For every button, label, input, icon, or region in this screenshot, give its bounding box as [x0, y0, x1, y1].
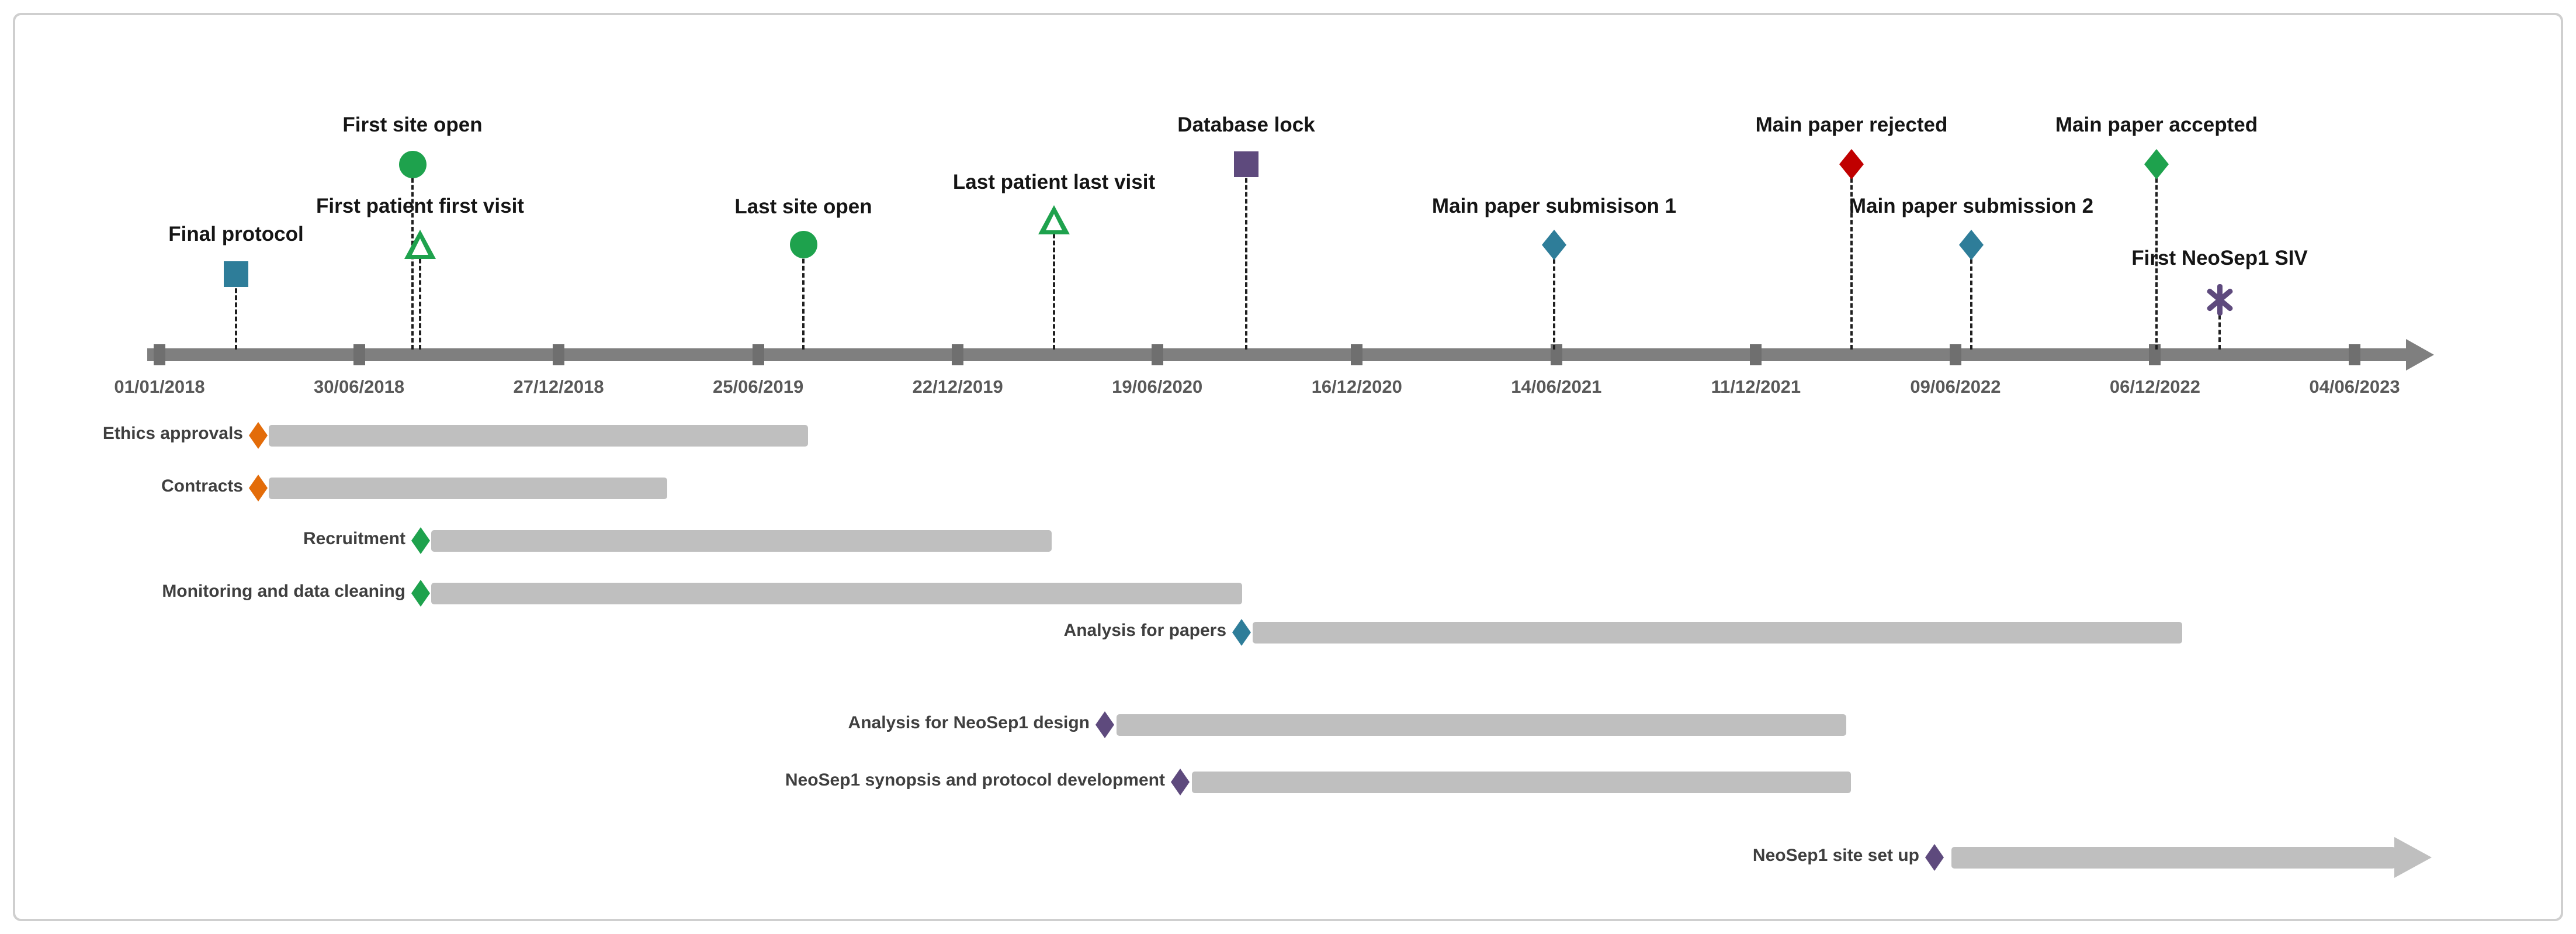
axis-tick-label: 04/06/2023 — [2309, 376, 2400, 397]
milestone-label: Database lock — [1177, 113, 1315, 136]
milestone-label: First patient first visit — [316, 195, 524, 217]
activity-bar — [269, 477, 667, 499]
activity-label: Monitoring and data cleaning — [162, 582, 405, 601]
axis-tick — [1949, 344, 1961, 365]
milestone-marker-square — [224, 261, 248, 287]
milestone-marker-circle — [789, 230, 817, 258]
milestone-marker-asterisk — [2203, 284, 2237, 316]
activity-label: Analysis for NeoSep1 design — [848, 713, 1090, 732]
axis-tick-label: 09/06/2022 — [1910, 376, 2001, 397]
axis-tick-label: 16/12/2020 — [1311, 376, 1402, 397]
activity-label: Recruitment — [303, 529, 405, 548]
milestone-stem — [1850, 164, 1853, 350]
activity-bar-arrow-icon — [2394, 837, 2432, 878]
milestone-marker-square — [1234, 151, 1258, 177]
activity-bar — [1192, 771, 1851, 793]
axis-tick-label: 01/01/2018 — [114, 376, 205, 397]
milestone-stem — [1553, 245, 1555, 350]
activity-bar — [269, 424, 808, 447]
activity-bar — [1951, 846, 2395, 869]
axis-tick — [2149, 344, 2161, 365]
milestone-stem — [2218, 300, 2221, 350]
milestone-label: Main paper rejected — [1755, 113, 1948, 136]
activity-bar — [431, 530, 1052, 552]
activity-label: NeoSep1 synopsis and protocol developmen… — [785, 770, 1165, 790]
milestone-label: Main paper accepted — [2055, 113, 2258, 136]
axis-tick — [952, 344, 964, 365]
axis-tick-label: 25/06/2019 — [713, 376, 804, 397]
axis-tick-label: 19/06/2020 — [1112, 376, 1203, 397]
activity-label: Ethics approvals — [102, 424, 243, 443]
axis-tick — [553, 344, 565, 365]
axis-tick-label: 14/06/2021 — [1511, 376, 1602, 397]
milestone-label: First site open — [342, 113, 483, 136]
milestone-stem — [802, 244, 805, 350]
activity-label: NeoSep1 site set up — [1752, 846, 1919, 865]
milestone-label: First NeoSep1 SIV — [2131, 247, 2308, 269]
milestone-label: Final protocol — [168, 223, 304, 245]
axis-tick — [1550, 344, 1562, 365]
milestone-label: Main paper submisison 1 — [1431, 195, 1677, 217]
milestone-label: Last site open — [734, 195, 872, 218]
axis-tick-label: 30/06/2018 — [313, 376, 405, 397]
axis-tick-label: 06/12/2022 — [2109, 376, 2201, 397]
milestone-stem — [419, 244, 421, 350]
axis-tick — [154, 344, 165, 365]
triangle-inner — [412, 238, 428, 255]
activity-label: Analysis for papers — [1063, 621, 1226, 640]
activity-bar — [1253, 621, 2182, 644]
activity-bar — [1117, 714, 1846, 736]
timeline-axis-line — [147, 348, 2406, 361]
axis-tick — [353, 344, 365, 365]
axis-tick — [2349, 344, 2360, 365]
milestone-stem — [235, 274, 237, 350]
milestone-stem — [2155, 164, 2158, 350]
chart-frame — [13, 13, 2563, 921]
milestone-label: Main paper submission 2 — [1849, 195, 2094, 217]
timeline-axis-arrow-icon — [2406, 339, 2434, 371]
axis-tick — [1151, 344, 1163, 365]
milestone-stem — [1053, 220, 1055, 350]
axis-tick — [1750, 344, 1762, 365]
milestone-stem — [1970, 245, 1972, 350]
axis-tick-label: 22/12/2019 — [912, 376, 1003, 397]
milestone-stem — [1245, 164, 1247, 350]
triangle-inner — [1046, 214, 1062, 230]
axis-tick — [752, 344, 764, 365]
activity-bar — [431, 582, 1242, 604]
axis-tick — [1351, 344, 1363, 365]
milestone-label: Last patient last visit — [952, 171, 1156, 193]
axis-tick-label: 27/12/2018 — [513, 376, 604, 397]
activity-label: Contracts — [161, 476, 243, 496]
axis-tick-label: 11/12/2021 — [1711, 376, 1801, 397]
milestone-marker-circle — [398, 150, 427, 178]
